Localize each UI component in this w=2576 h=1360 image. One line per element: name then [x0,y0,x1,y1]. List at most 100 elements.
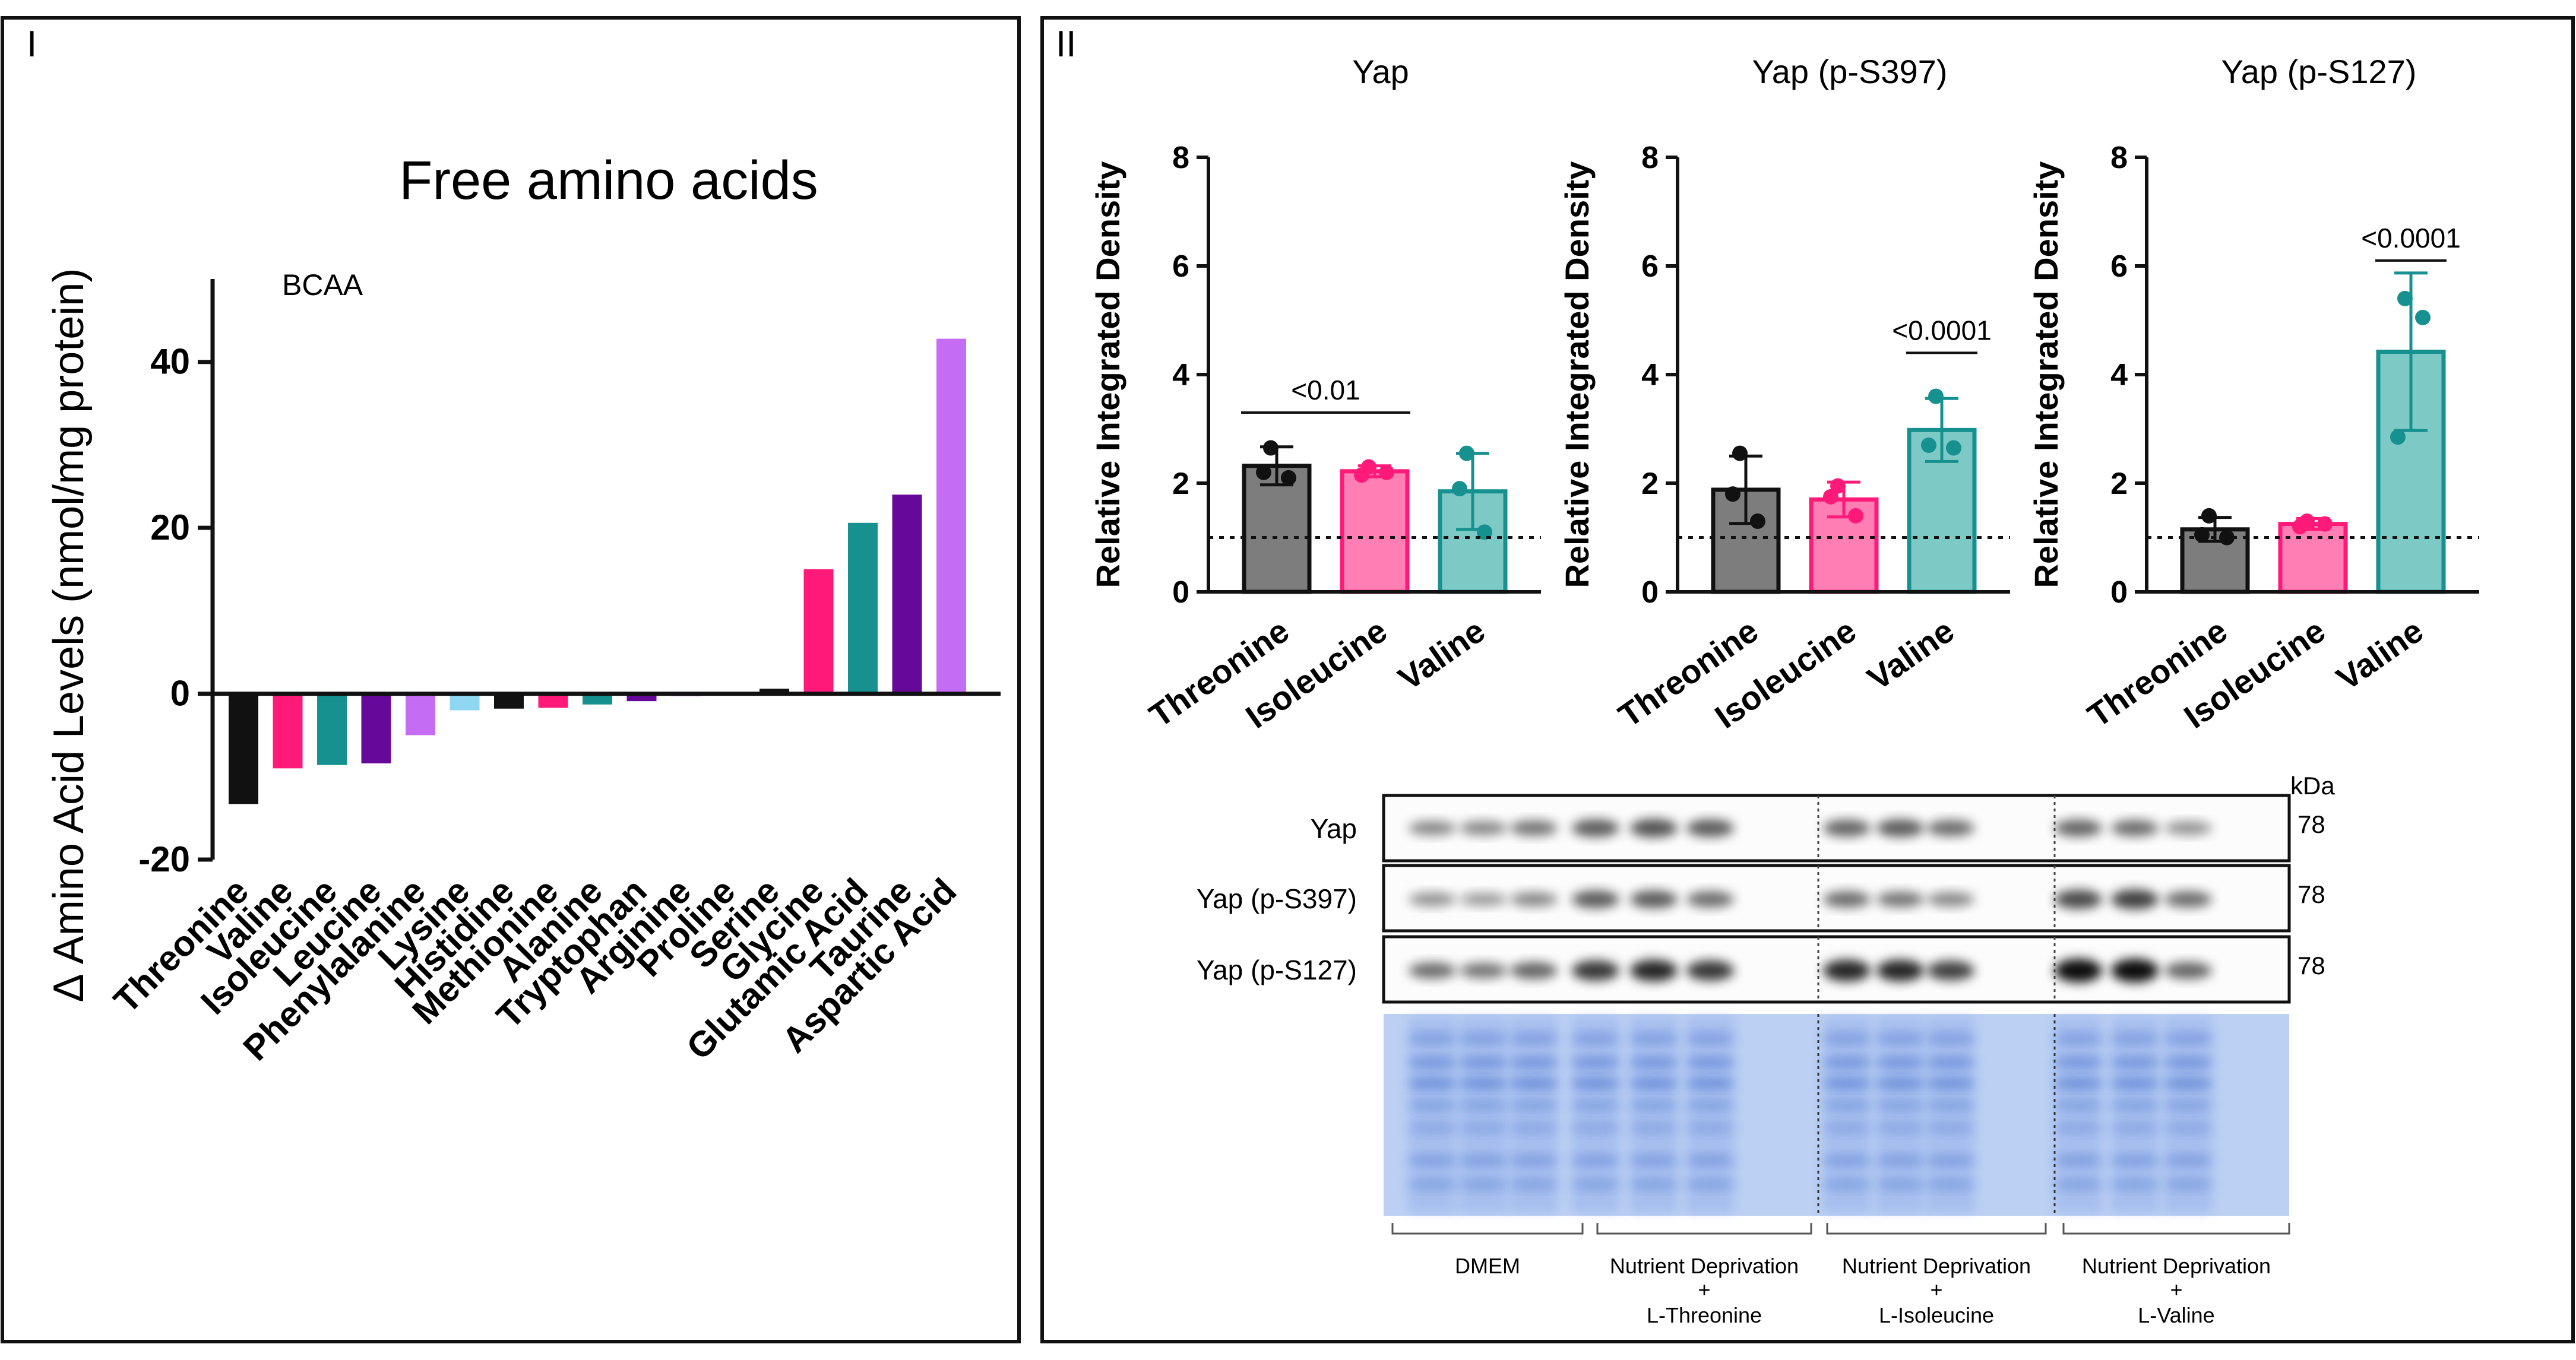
protein-band [1630,819,1678,838]
gel-band [1458,1178,1508,1190]
gel-band [2110,1122,2160,1134]
y-tick-label: 0 [2110,575,2128,610]
gel-band [1571,1099,1621,1111]
bar-threonine [229,693,258,804]
kda-value: 78 [2297,952,2325,979]
gel-band [2163,1033,2213,1045]
gel-band [1926,1178,1976,1190]
protein-band [1876,819,1924,838]
protein-band [2111,889,2159,909]
bar-phenylalanine [406,693,435,736]
gel-band [1509,1099,1559,1111]
gel-band [1875,1077,1925,1089]
gel-band [1509,1057,1559,1069]
group-label-line2: + [1930,1277,1942,1302]
bar-isoleucine [317,693,347,765]
panel-I-frame [1,16,1021,1343]
data-point [1725,486,1740,502]
gel-band [2163,1077,2213,1089]
bar-aspartic-acid [936,338,966,694]
gel-band [1875,1033,1925,1045]
blot-row: Yap 78 [1311,794,2325,863]
y-tick-label: -20 [138,839,190,879]
gel-band [1629,1155,1679,1166]
gel-band [1458,1155,1508,1166]
gel-band [1407,1155,1457,1166]
y-tick-label: 2 [1641,467,1659,501]
group-bracket [1826,1223,2047,1235]
blot-row: Yap (p-S397) 78 [1197,864,2325,933]
group-label-line1: Nutrient Deprivation [2082,1254,2271,1278]
data-point [2390,429,2406,445]
data-point [1732,445,1748,461]
gel-band [2053,1178,2103,1190]
protein-band [2164,821,2212,835]
coomassie-gel [1384,1014,2289,1216]
p-value-label: <0.0001 [1892,315,1992,345]
bar-lysine [450,693,480,711]
gel-band [1407,1122,1457,1134]
data-point [2317,516,2333,532]
gel-band [1571,1122,1621,1134]
data-point [1928,388,1944,404]
bar-histidine [494,693,524,709]
chart-yap-p-s127-: Yap (p-S127) Relative Integrated Density 0… [2027,53,2479,736]
blot-row-label: Yap (p-S127) [1197,955,1357,985]
protein-band [1572,819,1619,838]
group-bracket [1596,1223,1812,1235]
gel-band [1629,1178,1679,1190]
blot-row-label: Yap [1311,813,1357,844]
y-tick-label: 4 [1172,358,1189,392]
gel-band [2163,1122,2213,1134]
data-point [1459,445,1474,461]
bar-taurine [892,494,922,694]
protein-band [1927,820,1974,836]
gel-band [1509,1077,1559,1089]
gel-band [1629,1122,1679,1134]
protein-band [1876,891,1924,908]
chart-title: Yap (p-S127) [2221,53,2417,90]
data-point [2201,508,2217,524]
protein-band [1510,962,1558,979]
protein-band [2055,889,2102,909]
protein-band [1409,892,1456,906]
y-tick-label: 4 [1641,358,1659,392]
gel-band [1822,1057,1872,1069]
y-tick-label: 2 [1172,467,1189,501]
protein-band [1686,819,1734,838]
protein-band [1927,892,1974,907]
bar-valine [273,693,303,769]
kda-unit-label: kDa [2290,772,2335,800]
gel-band [1685,1155,1735,1166]
protein-band [2111,959,2159,982]
gel-band [2110,1155,2160,1166]
gel-band [2053,1077,2103,1089]
data-point [2194,527,2210,543]
protein-band [1460,962,1507,979]
data-point [1750,513,1765,530]
gel-band [1822,1033,1872,1045]
gel-band [2110,1178,2160,1190]
gel-band [1571,1155,1621,1166]
group-label-line2: + [2170,1277,2182,1302]
group-label-line1: Nutrient Deprivation [1842,1254,2031,1278]
protein-band [2055,959,2102,982]
gel-band [1458,1077,1508,1089]
bar-alanine [583,693,612,705]
y-axis-label: Relative Integrated Density [2027,161,2065,588]
panel-I-label: I [27,24,37,65]
protein-band [1460,892,1507,906]
y-tick-label: 20 [150,508,190,547]
bar-leucine [361,693,391,763]
protein-band [1409,962,1456,979]
group-bracket [1391,1223,1584,1235]
gel-band [1629,1057,1679,1069]
protein-band [2111,820,2159,836]
gel-band [2053,1122,2103,1134]
gel-band [1822,1178,1872,1190]
protein-band [2164,891,2212,908]
kda-value: 78 [2297,880,2325,908]
bar-glutamic-acid [848,522,878,694]
data-point [1379,464,1394,480]
gel-band [2110,1077,2160,1089]
